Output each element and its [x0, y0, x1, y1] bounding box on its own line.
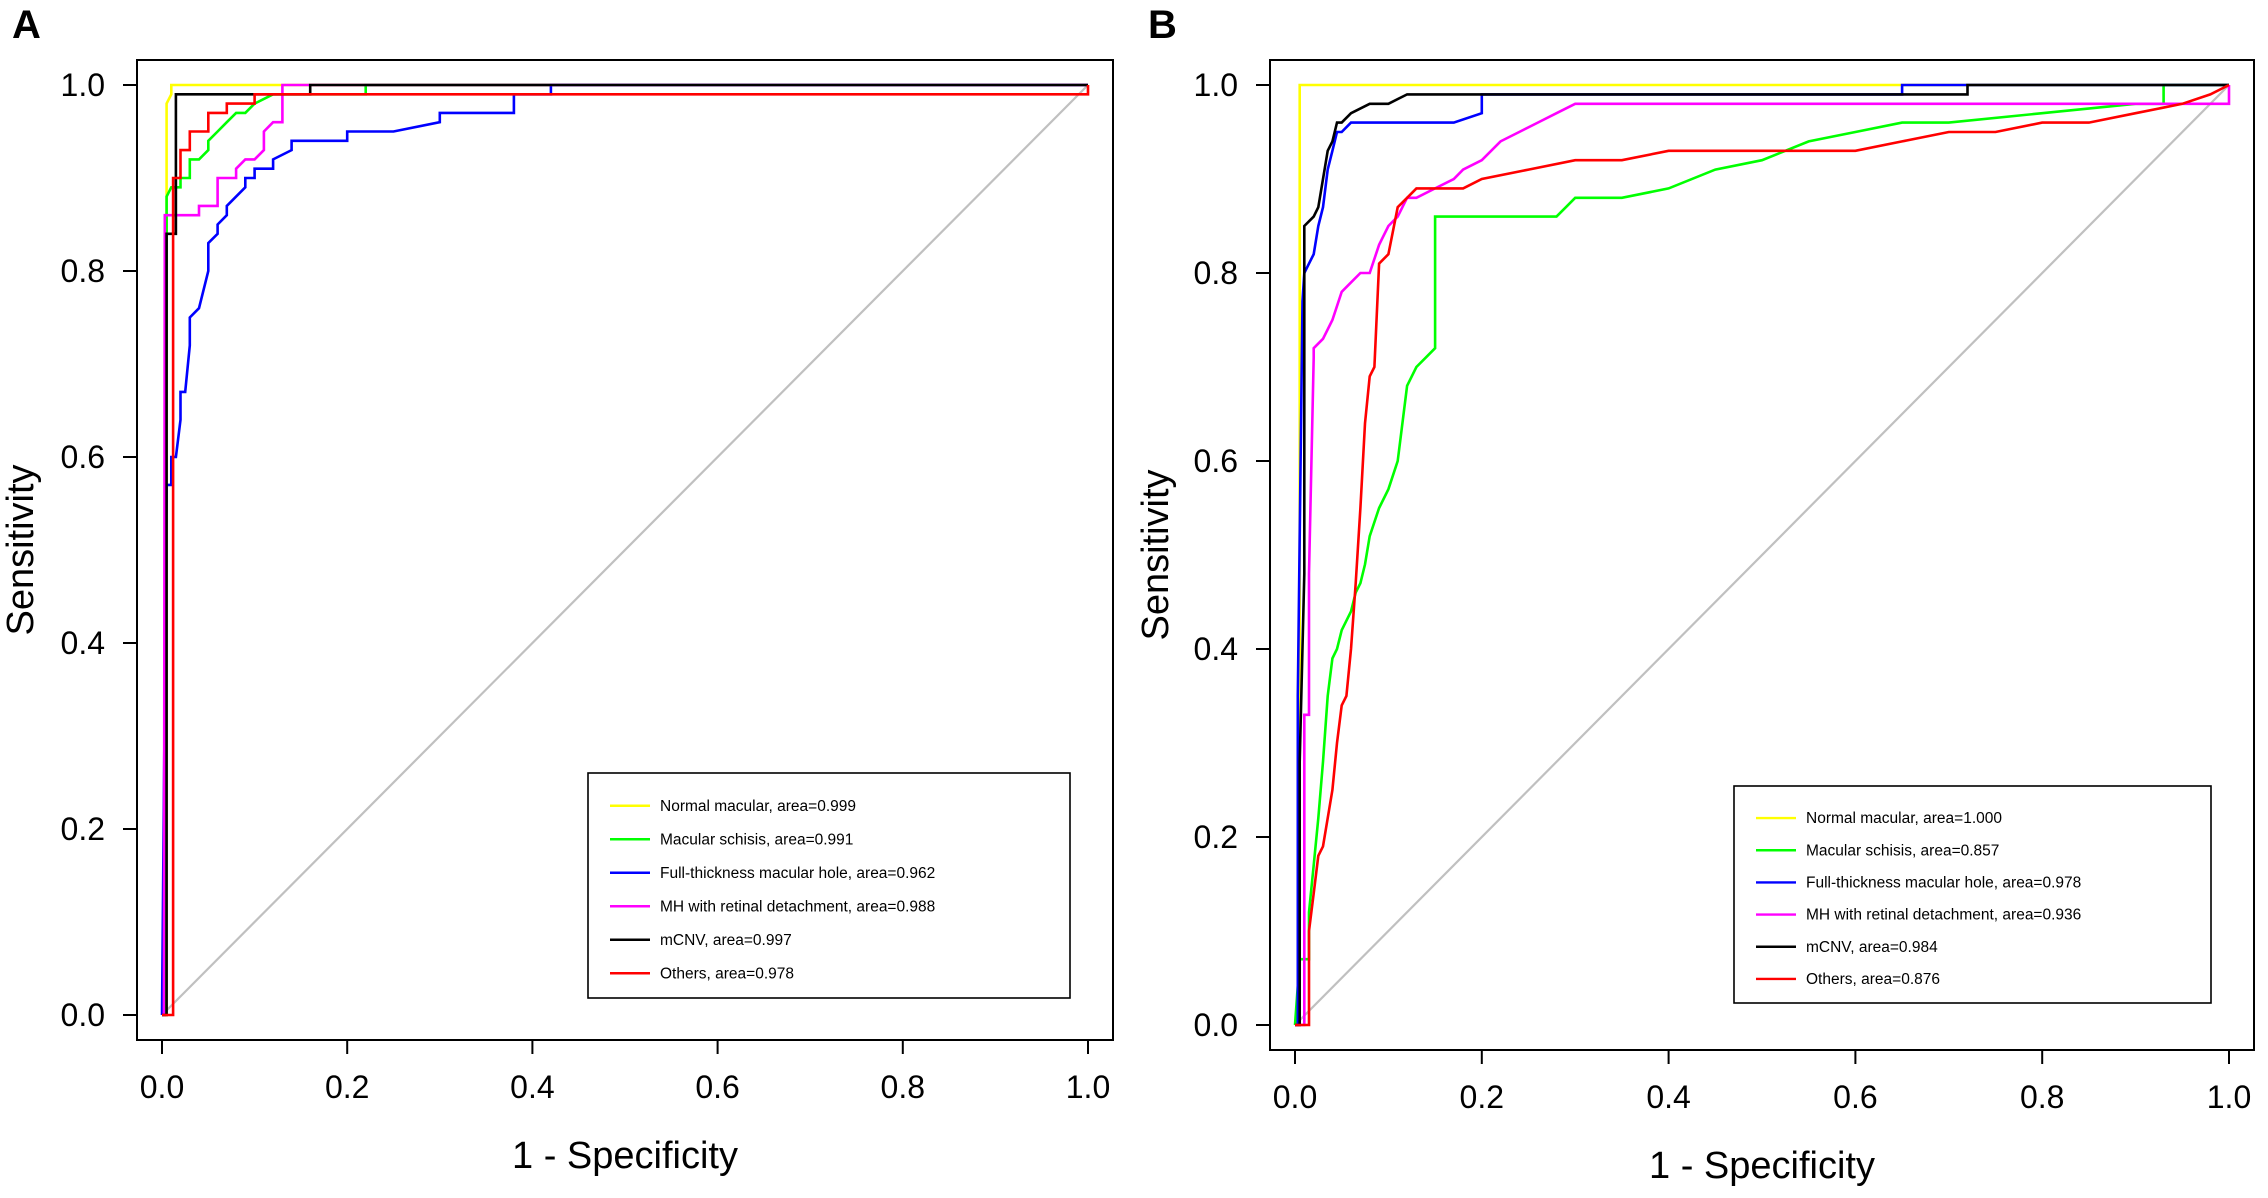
- legend-entry: MH with retinal detachment, area=0.988: [660, 898, 935, 915]
- y-tick-label: 0.8: [1194, 255, 1238, 291]
- panel-b-roc-chart: B 0.0 0.2 0.4 0.6 0.8 1.0 0.0 0.2 0.4 0.6 0.8 1.0 1 -…: [1135, 3, 2255, 1187]
- y-tick-label: 0.4: [1194, 631, 1238, 667]
- x-tick-label: 0.4: [510, 1069, 554, 1105]
- roc-curve-2: [1293, 83, 2229, 1026]
- y-axis-label: Sensitivity: [0, 464, 42, 635]
- roc-curve-4: [162, 83, 1088, 1017]
- reference-diagonal-line: [161, 84, 1089, 1016]
- legend-box: [587, 772, 1071, 999]
- legend-entry: mCNV, area=0.984: [1806, 939, 1938, 956]
- plot-frame: [1269, 59, 2255, 1051]
- legend-entry: Macular schisis, area=0.857: [1806, 842, 1999, 859]
- y-tick-label: 1.0: [61, 67, 105, 103]
- roc-curve-6: [162, 85, 1090, 1017]
- plot-frame: [136, 59, 1114, 1041]
- roc-curve-6: [1295, 83, 2230, 1027]
- x-tick-label: 0.0: [1273, 1079, 1317, 1115]
- roc-curve-4: [1295, 85, 2231, 1027]
- x-tick-label: 0.0: [140, 1069, 184, 1105]
- reference-diagonal-line: [1294, 84, 2230, 1026]
- x-axis-label: 1 - Specificity: [1649, 1145, 1875, 1187]
- x-tick-label: 0.8: [2020, 1079, 2064, 1115]
- x-tick-label: 1.0: [1066, 1069, 1110, 1105]
- y-tick-label: 0.0: [1194, 1007, 1238, 1043]
- y-tick-label: 1.0: [1194, 67, 1238, 103]
- y-tick-label: 0.6: [1194, 443, 1238, 479]
- legend-entry: Others, area=0.876: [1806, 971, 1940, 988]
- legend-box: [1733, 785, 2212, 1004]
- x-tick-label: 1.0: [2207, 1079, 2251, 1115]
- y-tick-label: 0.2: [61, 811, 105, 847]
- roc-curve-3: [160, 83, 1088, 1016]
- x-tick-label: 0.6: [1833, 1079, 1877, 1115]
- legend-entry: MH with retinal detachment, area=0.936: [1806, 907, 2081, 924]
- roc-curve-5: [162, 83, 1088, 1017]
- x-tick-label: 0.2: [325, 1069, 369, 1105]
- legend-entry: Normal macular, area=0.999: [660, 798, 856, 815]
- y-tick-label: 0.8: [61, 253, 105, 289]
- legend-entry: Full-thickness macular hole, area=0.978: [1806, 874, 2081, 891]
- legend-entry: Normal macular, area=1.000: [1806, 810, 2002, 827]
- legend-entry: Full-thickness macular hole, area=0.962: [660, 865, 935, 882]
- x-axis-label: 1 - Specificity: [512, 1135, 738, 1177]
- x-tick-label: 0.4: [1646, 1079, 1690, 1115]
- panel-letter: A: [12, 3, 41, 47]
- roc-curve-5: [1295, 83, 2229, 1027]
- x-tick-label: 0.8: [881, 1069, 925, 1105]
- y-tick-label: 0.2: [1194, 819, 1238, 855]
- panel-a-roc-chart: A 0.0 0.2 0.4 0.6 0.8 1.0 0.0 0.2 0.4 0.6 0.8 1.0 1 -…: [0, 3, 1114, 1177]
- y-tick-label: 0.0: [61, 997, 105, 1033]
- y-tick-label: 0.6: [61, 439, 105, 475]
- panel-letter: B: [1148, 3, 1177, 47]
- x-tick-label: 0.2: [1460, 1079, 1504, 1115]
- y-axis-label: Sensitivity: [1135, 469, 1177, 640]
- legend-entry: mCNV, area=0.997: [660, 932, 792, 949]
- legend-entry: Macular schisis, area=0.991: [660, 831, 853, 848]
- x-tick-label: 0.6: [695, 1069, 739, 1105]
- y-tick-label: 0.4: [61, 625, 105, 661]
- legend-entry: Others, area=0.978: [660, 965, 794, 982]
